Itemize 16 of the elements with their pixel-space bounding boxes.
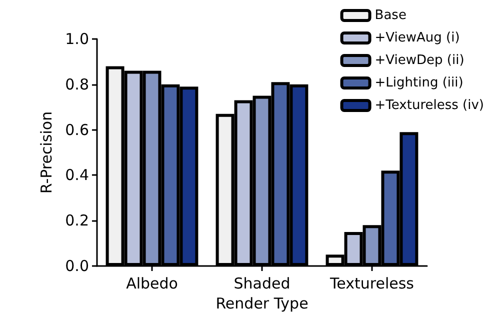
y-tick-label: 0.8	[65, 75, 89, 94]
x-tick-label: Shaded	[234, 274, 290, 292]
legend-label: +Textureless (iv)	[374, 98, 484, 113]
legend-label: +ViewAug (i)	[374, 30, 460, 46]
y-tick-label: 0.2	[65, 212, 89, 230]
y-axis-title: R-Precision	[38, 111, 56, 194]
y-tick-label: 1.0	[65, 30, 89, 48]
y-tick-label: 0.4	[65, 166, 89, 184]
x-tick-label: Textureless	[329, 274, 414, 292]
legend-label: +Lighting (iii)	[374, 76, 464, 90]
y-tick-label: 0.6	[65, 120, 89, 139]
legend-label: +ViewDep (ii)	[374, 53, 464, 68]
legend-label: Base	[374, 8, 406, 23]
x-axis-title: Render Type	[216, 294, 308, 312]
y-tick-label: 0.0	[65, 257, 89, 275]
x-tick-label: Albedo	[126, 274, 178, 292]
